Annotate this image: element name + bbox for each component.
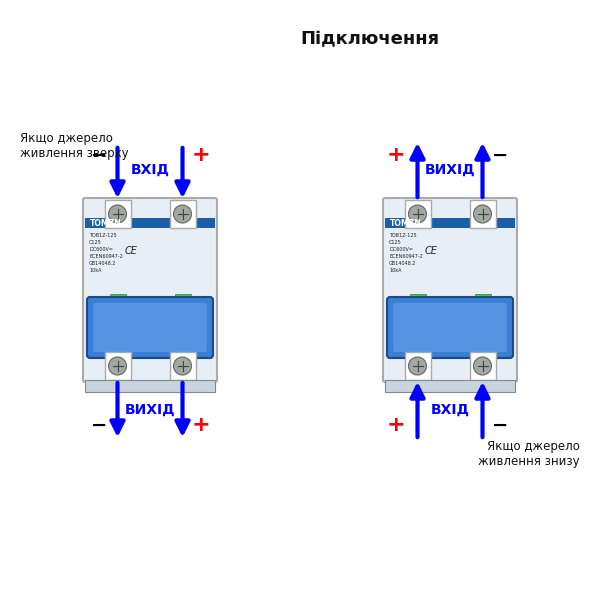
FancyBboxPatch shape [383,198,517,382]
Text: ВИХІД: ВИХІД [125,403,175,417]
FancyBboxPatch shape [387,297,513,358]
Text: ECEN60947-2: ECEN60947-2 [89,254,123,259]
Text: +: + [191,145,210,165]
FancyBboxPatch shape [83,198,217,382]
Circle shape [109,205,127,223]
Bar [404,200,431,228]
Text: Підключення: Підключення [301,30,440,48]
Text: ВХІД: ВХІД [431,403,470,417]
Circle shape [473,205,491,223]
Bar [170,200,196,228]
Text: ВХІД: ВХІД [131,163,170,177]
Bar [85,380,215,392]
Bar [409,294,425,300]
Text: DC600V=: DC600V= [89,247,113,252]
Bar [104,200,131,228]
Text: −: − [91,145,107,164]
Bar [404,352,431,380]
Bar [475,294,491,300]
Bar [110,294,125,300]
Circle shape [409,205,427,223]
Text: −: − [91,415,107,434]
FancyBboxPatch shape [87,297,213,358]
Circle shape [409,357,427,375]
Text: CE: CE [125,246,138,256]
Circle shape [173,205,191,223]
Circle shape [109,357,127,375]
Text: −: − [493,415,509,434]
Text: DC600V=: DC600V= [389,247,413,252]
Text: CE: CE [425,246,438,256]
Bar [470,352,496,380]
Bar [470,200,496,228]
Text: ВИХІД: ВИХІД [425,163,475,177]
Text: +: + [386,145,405,165]
Text: GB14048.2: GB14048.2 [89,261,116,266]
Bar [85,218,215,228]
Bar [175,294,191,300]
Bar [104,352,131,380]
Text: ECEN60947-2: ECEN60947-2 [389,254,423,259]
Bar [385,380,515,392]
Text: Якщо джерело
живлення знизу: Якщо джерело живлення знизу [478,440,580,468]
Text: TOMZN: TOMZN [90,218,122,227]
Text: TOB1Z-125: TOB1Z-125 [389,233,416,238]
Circle shape [173,357,191,375]
Text: GB14048.2: GB14048.2 [389,261,416,266]
FancyBboxPatch shape [393,303,507,352]
Text: TOB1Z-125: TOB1Z-125 [89,233,116,238]
Text: C125: C125 [89,240,102,245]
Text: 10kA: 10kA [389,268,401,273]
Text: +: + [191,415,210,435]
Text: 10kA: 10kA [89,268,101,273]
Circle shape [473,357,491,375]
FancyBboxPatch shape [93,303,207,352]
Text: +: + [386,415,405,435]
Text: Якщо джерело
живлення зверху: Якщо джерело живлення зверху [20,132,128,160]
Text: C125: C125 [389,240,402,245]
Bar [385,218,515,228]
Text: −: − [493,145,509,164]
Bar [170,352,196,380]
Text: TOMZN: TOMZN [390,218,422,227]
